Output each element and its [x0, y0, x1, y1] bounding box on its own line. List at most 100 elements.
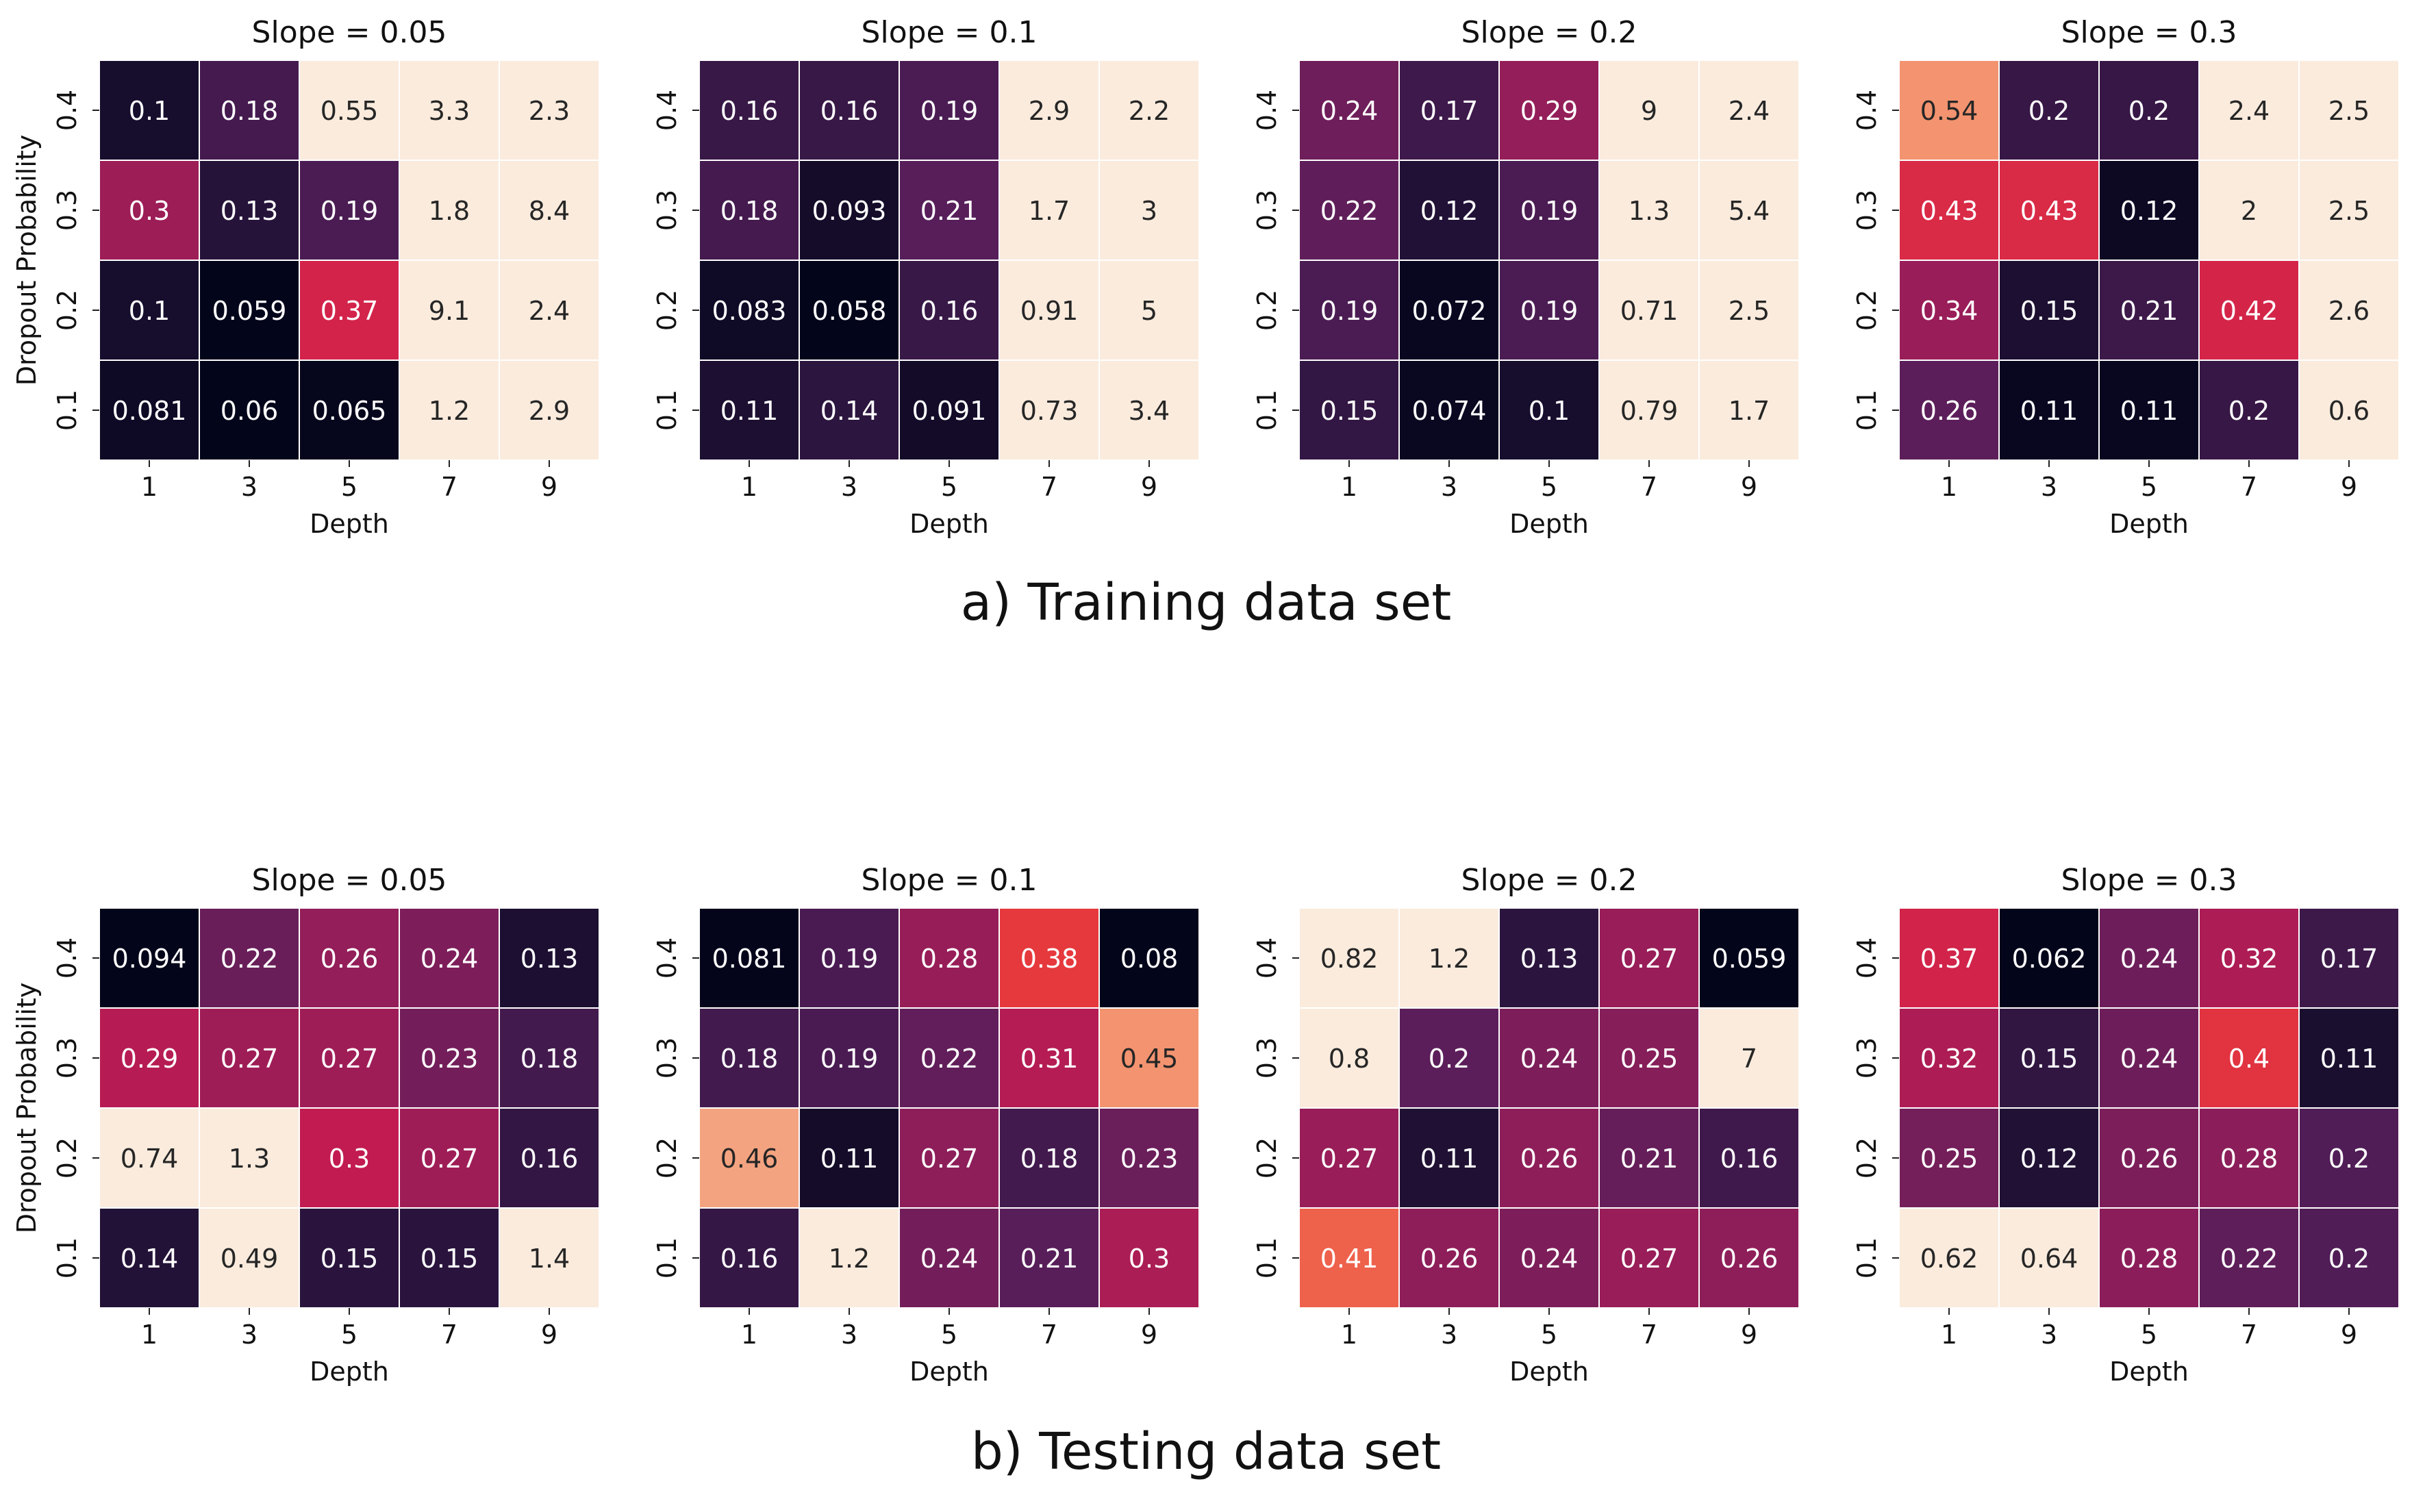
heatmap-cell [1698, 1007, 1800, 1109]
heatmap-cell [1698, 1107, 1800, 1209]
heatmap-cell [1998, 160, 2100, 261]
cell-value-label: 0.1 [1529, 396, 1570, 426]
heatmap-cell [2198, 360, 2300, 461]
y-tick-label: 0.4 [52, 90, 82, 131]
heatmap-cell [299, 260, 400, 361]
cell-value-label: 0.12 [2020, 1144, 2078, 1174]
heatmap-cell [799, 260, 900, 361]
x-tick-label: 5 [341, 472, 357, 502]
heatmap-cell [1298, 1207, 1400, 1309]
cell-value-label: 0.29 [1520, 96, 1579, 126]
x-tick-label: 5 [2141, 472, 2157, 502]
heatmap-panel: Slope = 0.050.094 0.22 0.26 0.24 0.130.29 0.2… [12, 863, 600, 1387]
cell-value-label: 0.27 [221, 1044, 279, 1074]
cell-value-label: 0.26 [1520, 1144, 1579, 1174]
y-tick-label: 0.3 [1852, 190, 1882, 231]
heatmap-cell [2098, 1107, 2200, 1209]
heatmap-cell [299, 60, 400, 161]
y-tick-label: 0.2 [652, 290, 682, 331]
cell-value-label: 0.072 [1412, 296, 1487, 326]
heatmap-cell [499, 260, 600, 361]
x-tick-label: 5 [1541, 1320, 1557, 1350]
cell-value-label: 0.074 [1412, 396, 1487, 426]
cell-value-label: 3.3 [429, 96, 470, 126]
heatmap-cell [899, 1007, 1000, 1109]
heatmap-cell [1998, 360, 2100, 461]
cell-value-label: 0.15 [2020, 1044, 2078, 1074]
y-tick-label: 0.2 [52, 290, 82, 331]
cell-value-label: 0.19 [820, 1044, 879, 1074]
y-tick-label: 0.3 [652, 190, 682, 231]
cell-value-label: 0.3 [129, 196, 170, 226]
cell-value-label: 0.062 [2012, 944, 2087, 974]
heatmap-cell [99, 60, 200, 161]
heatmap-cell [199, 1207, 300, 1309]
x-tick-label: 5 [2141, 1320, 2157, 1350]
cell-value-label: 1.8 [429, 196, 470, 226]
y-tick-label: 0.1 [52, 390, 82, 431]
cell-value-label: 0.16 [920, 296, 979, 326]
cell-value-label: 7 [1741, 1044, 1757, 1074]
cell-value-label: 0.27 [1620, 1244, 1679, 1274]
heatmap-cell [2298, 1207, 2400, 1309]
heatmap-cell [2298, 60, 2400, 161]
y-tick-label: 0.3 [52, 1037, 82, 1079]
cell-value-label: 0.059 [212, 296, 287, 326]
heatmap-cell [1598, 1107, 1700, 1209]
y-tick-label: 0.4 [1252, 937, 1282, 979]
cell-value-label: 0.22 [221, 944, 279, 974]
cell-value-label: 0.19 [820, 944, 879, 974]
heatmap-cell [1498, 60, 1600, 161]
cell-value-label: 0.059 [1712, 944, 1787, 974]
cell-value-label: 2.4 [2228, 96, 2270, 126]
heatmap-cell [1598, 1007, 1700, 1109]
y-tick-label: 0.2 [1252, 290, 1282, 331]
cell-value-label: 3 [1141, 196, 1157, 226]
cell-value-label: 0.6 [2328, 396, 2370, 426]
heatmap-cell [1298, 1107, 1400, 1209]
cell-value-label: 1.7 [1029, 196, 1070, 226]
cell-value-label: 0.24 [2120, 1044, 2178, 1074]
cell-value-label: 0.28 [920, 944, 979, 974]
heatmap-cell [299, 360, 400, 461]
heatmap-cell [2198, 1107, 2300, 1209]
heatmap-cell [299, 1007, 400, 1109]
cell-value-label: 1.7 [1729, 396, 1770, 426]
cell-value-label: 0.27 [321, 1044, 379, 1074]
heatmap-cell [1498, 1207, 1600, 1309]
x-tick-label: 9 [1741, 472, 1757, 502]
x-tick-label: 7 [1041, 472, 1057, 502]
cell-value-label: 0.45 [1120, 1044, 1179, 1074]
cell-value-label: 0.12 [1420, 196, 1479, 226]
panel-title: Slope = 0.05 [252, 863, 447, 898]
cell-value-label: 0.11 [820, 1144, 879, 1174]
heatmap-cell [699, 1007, 800, 1109]
cell-value-label: 0.11 [1420, 1144, 1479, 1174]
heatmap-cell [1998, 60, 2100, 161]
y-tick-label: 0.2 [1852, 290, 1882, 331]
x-tick-label: 3 [2041, 472, 2057, 502]
cell-value-label: 0.093 [812, 196, 887, 226]
y-tick-label: 0.3 [1252, 190, 1282, 231]
cell-value-label: 0.24 [2120, 944, 2178, 974]
caption-training: a) Training data set [961, 573, 1452, 632]
panel-title: Slope = 0.3 [2061, 863, 2237, 898]
heatmap-cell [799, 1207, 900, 1309]
cell-value-label: 0.11 [2020, 396, 2078, 426]
heatmap-cell [299, 907, 400, 1009]
cell-value-label: 0.49 [221, 1244, 279, 1274]
x-axis-label: Depth [909, 1357, 989, 1387]
heatmap-cell [199, 60, 300, 161]
panel-title: Slope = 0.1 [862, 15, 1038, 50]
cell-value-label: 0.11 [2120, 396, 2178, 426]
x-tick-label: 9 [541, 1320, 557, 1350]
cell-value-label: 0.28 [2220, 1144, 2278, 1174]
heatmap-panel: Slope = 0.10.081 0.19 0.28 0.38 0.080.18 0.19… [652, 863, 1200, 1387]
cell-value-label: 0.21 [1020, 1244, 1079, 1274]
x-tick-label: 1 [1341, 472, 1357, 502]
heatmap-cell [499, 1007, 600, 1109]
cell-value-label: 0.081 [112, 396, 187, 426]
cell-value-label: 0.2 [2328, 1244, 2370, 1274]
heatmap-panel: Slope = 0.10.16 0.16 0.19 2.9 2.20.18 0.093 0.… [652, 15, 1200, 539]
cell-value-label: 0.16 [820, 96, 879, 126]
